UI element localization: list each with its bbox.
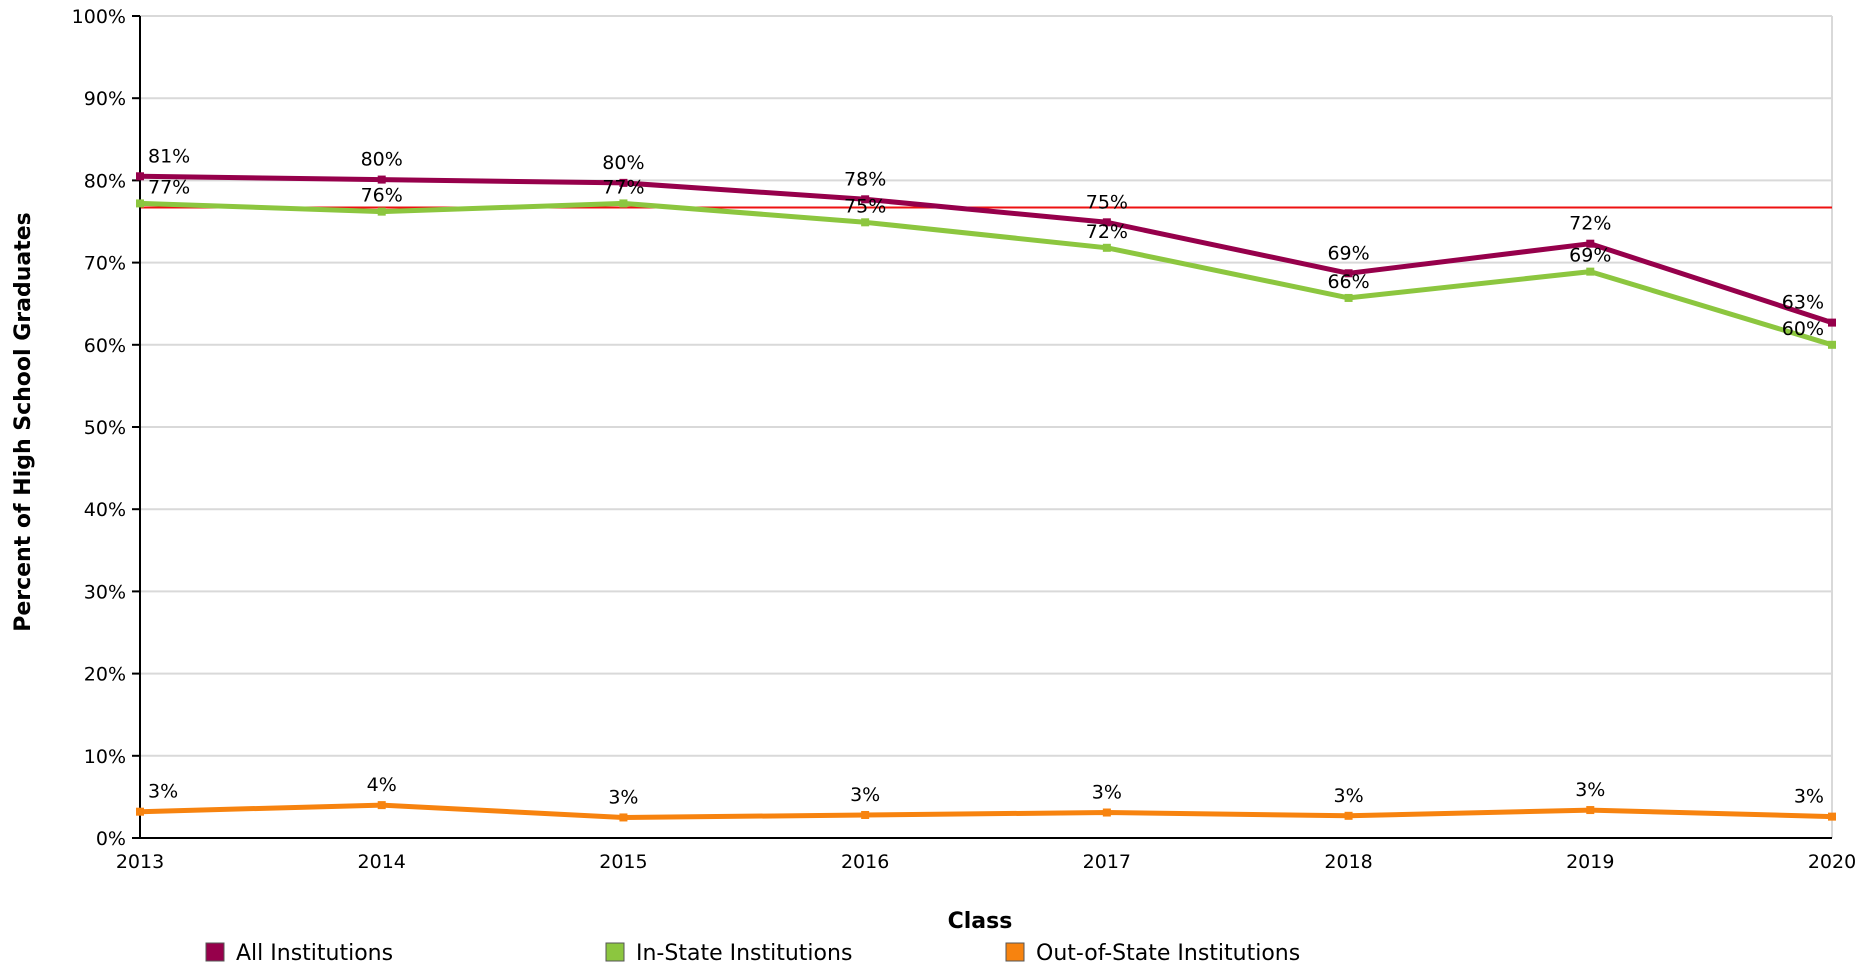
- legend-label: In-State Institutions: [636, 941, 852, 966]
- y-tick-label: 40%: [84, 499, 126, 521]
- data-point: [1102, 808, 1111, 817]
- axes: 0% 10% 20% 30% 40% 50% 60% 70% 80% 90% 100% 2013 201…: [72, 6, 1857, 873]
- data-label: 77%: [148, 176, 190, 198]
- data-label: 72%: [1086, 221, 1128, 243]
- series-line: [139, 200, 1833, 348]
- data-point: [136, 807, 144, 816]
- data-label: 72%: [1569, 213, 1611, 235]
- x-tick-label: 2015: [599, 851, 647, 873]
- data-label: 3%: [850, 784, 880, 806]
- y-tick-label: 10%: [84, 746, 126, 768]
- x-tick-label: 2013: [116, 851, 164, 873]
- data-label: 77%: [602, 176, 644, 198]
- data-label: 76%: [361, 185, 403, 207]
- data-label: 69%: [1327, 242, 1369, 264]
- x-tick-label: 2020: [1808, 851, 1856, 873]
- legend-swatch: [605, 942, 625, 962]
- data-label: 80%: [361, 149, 403, 171]
- data-point: [1586, 239, 1595, 248]
- data-point: [1102, 218, 1111, 227]
- data-point: [861, 195, 870, 204]
- y-tick-label: 100%: [72, 6, 126, 28]
- series-line: [139, 802, 1833, 820]
- data-point: [136, 199, 144, 208]
- data-point: [619, 813, 628, 822]
- data-point: [1828, 812, 1836, 821]
- legend-swatch: [205, 942, 225, 962]
- legend: All Institutions In-State Institutions Out…: [205, 941, 1300, 966]
- data-point: [1828, 318, 1836, 327]
- legend-label: All Institutions: [236, 941, 393, 966]
- data-point: [1344, 293, 1353, 302]
- data-point: [861, 218, 870, 227]
- data-point: [1586, 267, 1595, 276]
- series-line: [139, 173, 1833, 325]
- x-tick-label: 2019: [1566, 851, 1614, 873]
- data-point: [1344, 811, 1353, 820]
- data-point: [1344, 269, 1353, 278]
- y-tick-label: 90%: [84, 88, 126, 110]
- gridlines: [140, 15, 1833, 838]
- data-point: [619, 178, 628, 187]
- data-point: [377, 175, 386, 184]
- y-tick-label: 30%: [84, 581, 126, 603]
- data-point: [377, 207, 386, 216]
- legend-label: Out-of-State Institutions: [1036, 941, 1300, 966]
- y-tick-label: 70%: [84, 253, 126, 275]
- data-label: 78%: [844, 168, 886, 190]
- data-point: [1102, 243, 1111, 252]
- x-axis-title: Class: [948, 909, 1013, 934]
- x-tick-label: 2014: [358, 851, 406, 873]
- data-label: 3%: [1333, 785, 1363, 807]
- data-label: 80%: [602, 152, 644, 174]
- data-label: 75%: [844, 195, 886, 217]
- data-label: 60%: [1782, 318, 1824, 340]
- data-point: [861, 810, 870, 819]
- data-point: [1586, 806, 1595, 815]
- y-tick-label: 20%: [84, 664, 126, 686]
- data-label: 3%: [608, 786, 638, 808]
- y-axis-title: Percent of High School Graduates: [11, 212, 36, 632]
- data-point: [619, 199, 628, 208]
- x-tick-label: 2016: [841, 851, 889, 873]
- data-labels: 81% 80% 80% 78% 75% 69% 72% 63% 77% 76% 77% 75% 72% 6…: [148, 145, 1824, 808]
- data-label: 3%: [1794, 786, 1824, 808]
- data-label: 4%: [367, 774, 397, 796]
- data-point: [136, 172, 144, 181]
- data-label: 66%: [1327, 271, 1369, 293]
- data-label: 81%: [148, 145, 190, 167]
- data-label: 75%: [1086, 191, 1128, 213]
- data-label: 69%: [1569, 245, 1611, 267]
- data-point: [1828, 340, 1836, 349]
- y-tick-label: 0%: [96, 828, 126, 850]
- y-tick-label: 60%: [84, 335, 126, 357]
- data-label: 3%: [1575, 779, 1605, 801]
- series-layer: [136, 172, 1836, 822]
- data-point: [377, 801, 386, 810]
- x-tick-label: 2018: [1324, 851, 1372, 873]
- y-tick-label: 50%: [84, 417, 126, 439]
- x-tick-label: 2017: [1083, 851, 1131, 873]
- data-label: 3%: [148, 781, 178, 803]
- data-label: 63%: [1782, 292, 1824, 314]
- legend-swatch: [1005, 942, 1025, 962]
- data-label: 3%: [1092, 782, 1122, 804]
- y-tick-label: 80%: [84, 170, 126, 192]
